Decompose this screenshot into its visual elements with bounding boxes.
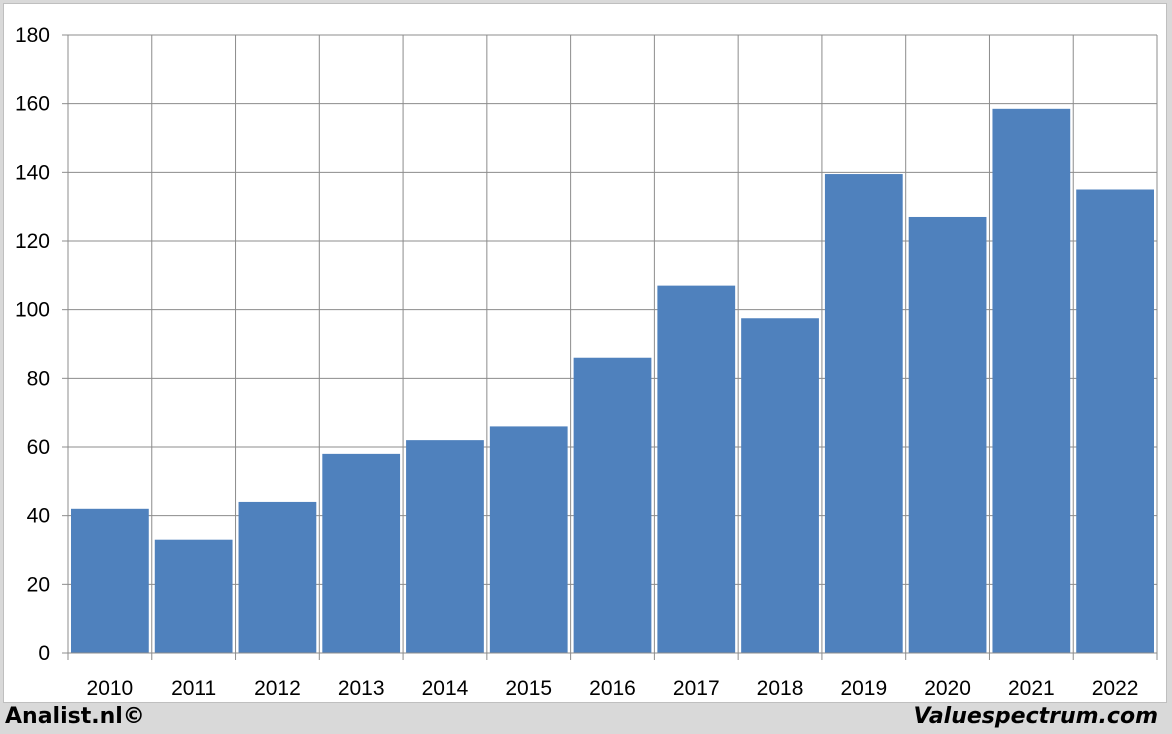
- x-tick-label: 2022: [1092, 677, 1139, 700]
- y-tick-label: 40: [27, 505, 50, 528]
- x-tick-label: 2019: [840, 677, 887, 700]
- y-tick-label: 80: [27, 367, 50, 390]
- bar-2013: [322, 453, 401, 653]
- analist-credit: Analist.nl©: [5, 704, 145, 729]
- y-tick-label: 0: [38, 642, 50, 665]
- x-tick-label: 2014: [422, 677, 469, 700]
- x-tick-label: 2012: [254, 677, 301, 700]
- chart-frame: 0 20 40 60 80 100 120 140 160 180 2010 2011 2012 2013…: [3, 3, 1167, 703]
- valuespectrum-credit: Valuespectrum.com: [913, 704, 1158, 729]
- x-tick-label: 2017: [673, 677, 720, 700]
- bar-2010: [71, 508, 149, 653]
- x-tick-label: 2015: [505, 677, 552, 700]
- bar-2018: [741, 318, 819, 653]
- bar-2022: [1076, 189, 1154, 653]
- y-tick-label: 140: [15, 161, 50, 184]
- y-tick-label: 100: [15, 299, 50, 322]
- x-tick-label: 2018: [757, 677, 804, 700]
- x-tick-label: 2010: [87, 677, 134, 700]
- bar-2012: [238, 501, 317, 653]
- bar-2011: [154, 539, 233, 653]
- y-tick-label: 60: [27, 436, 50, 459]
- bar-2021: [992, 108, 1071, 654]
- x-tick-label: 2013: [338, 677, 385, 700]
- y-tick-label: 20: [27, 573, 50, 596]
- x-tick-label: 2020: [924, 677, 971, 700]
- bar-2016: [573, 357, 652, 653]
- x-tick-label: 2011: [171, 677, 216, 700]
- bar-2015: [489, 426, 568, 653]
- bar-2017: [657, 285, 736, 653]
- y-tick-label: 160: [15, 93, 50, 116]
- x-tick-label: 2021: [1008, 677, 1055, 700]
- bar-2014: [406, 440, 484, 653]
- bar-2020: [908, 216, 987, 653]
- y-tick-label: 180: [15, 24, 50, 47]
- bar-2019: [824, 174, 903, 654]
- y-tick-label: 120: [15, 230, 50, 253]
- bar-chart: 0 20 40 60 80 100 120 140 160 180 2010 2011 2012 2013…: [15, 24, 1158, 700]
- x-tick-label: 2016: [589, 677, 636, 700]
